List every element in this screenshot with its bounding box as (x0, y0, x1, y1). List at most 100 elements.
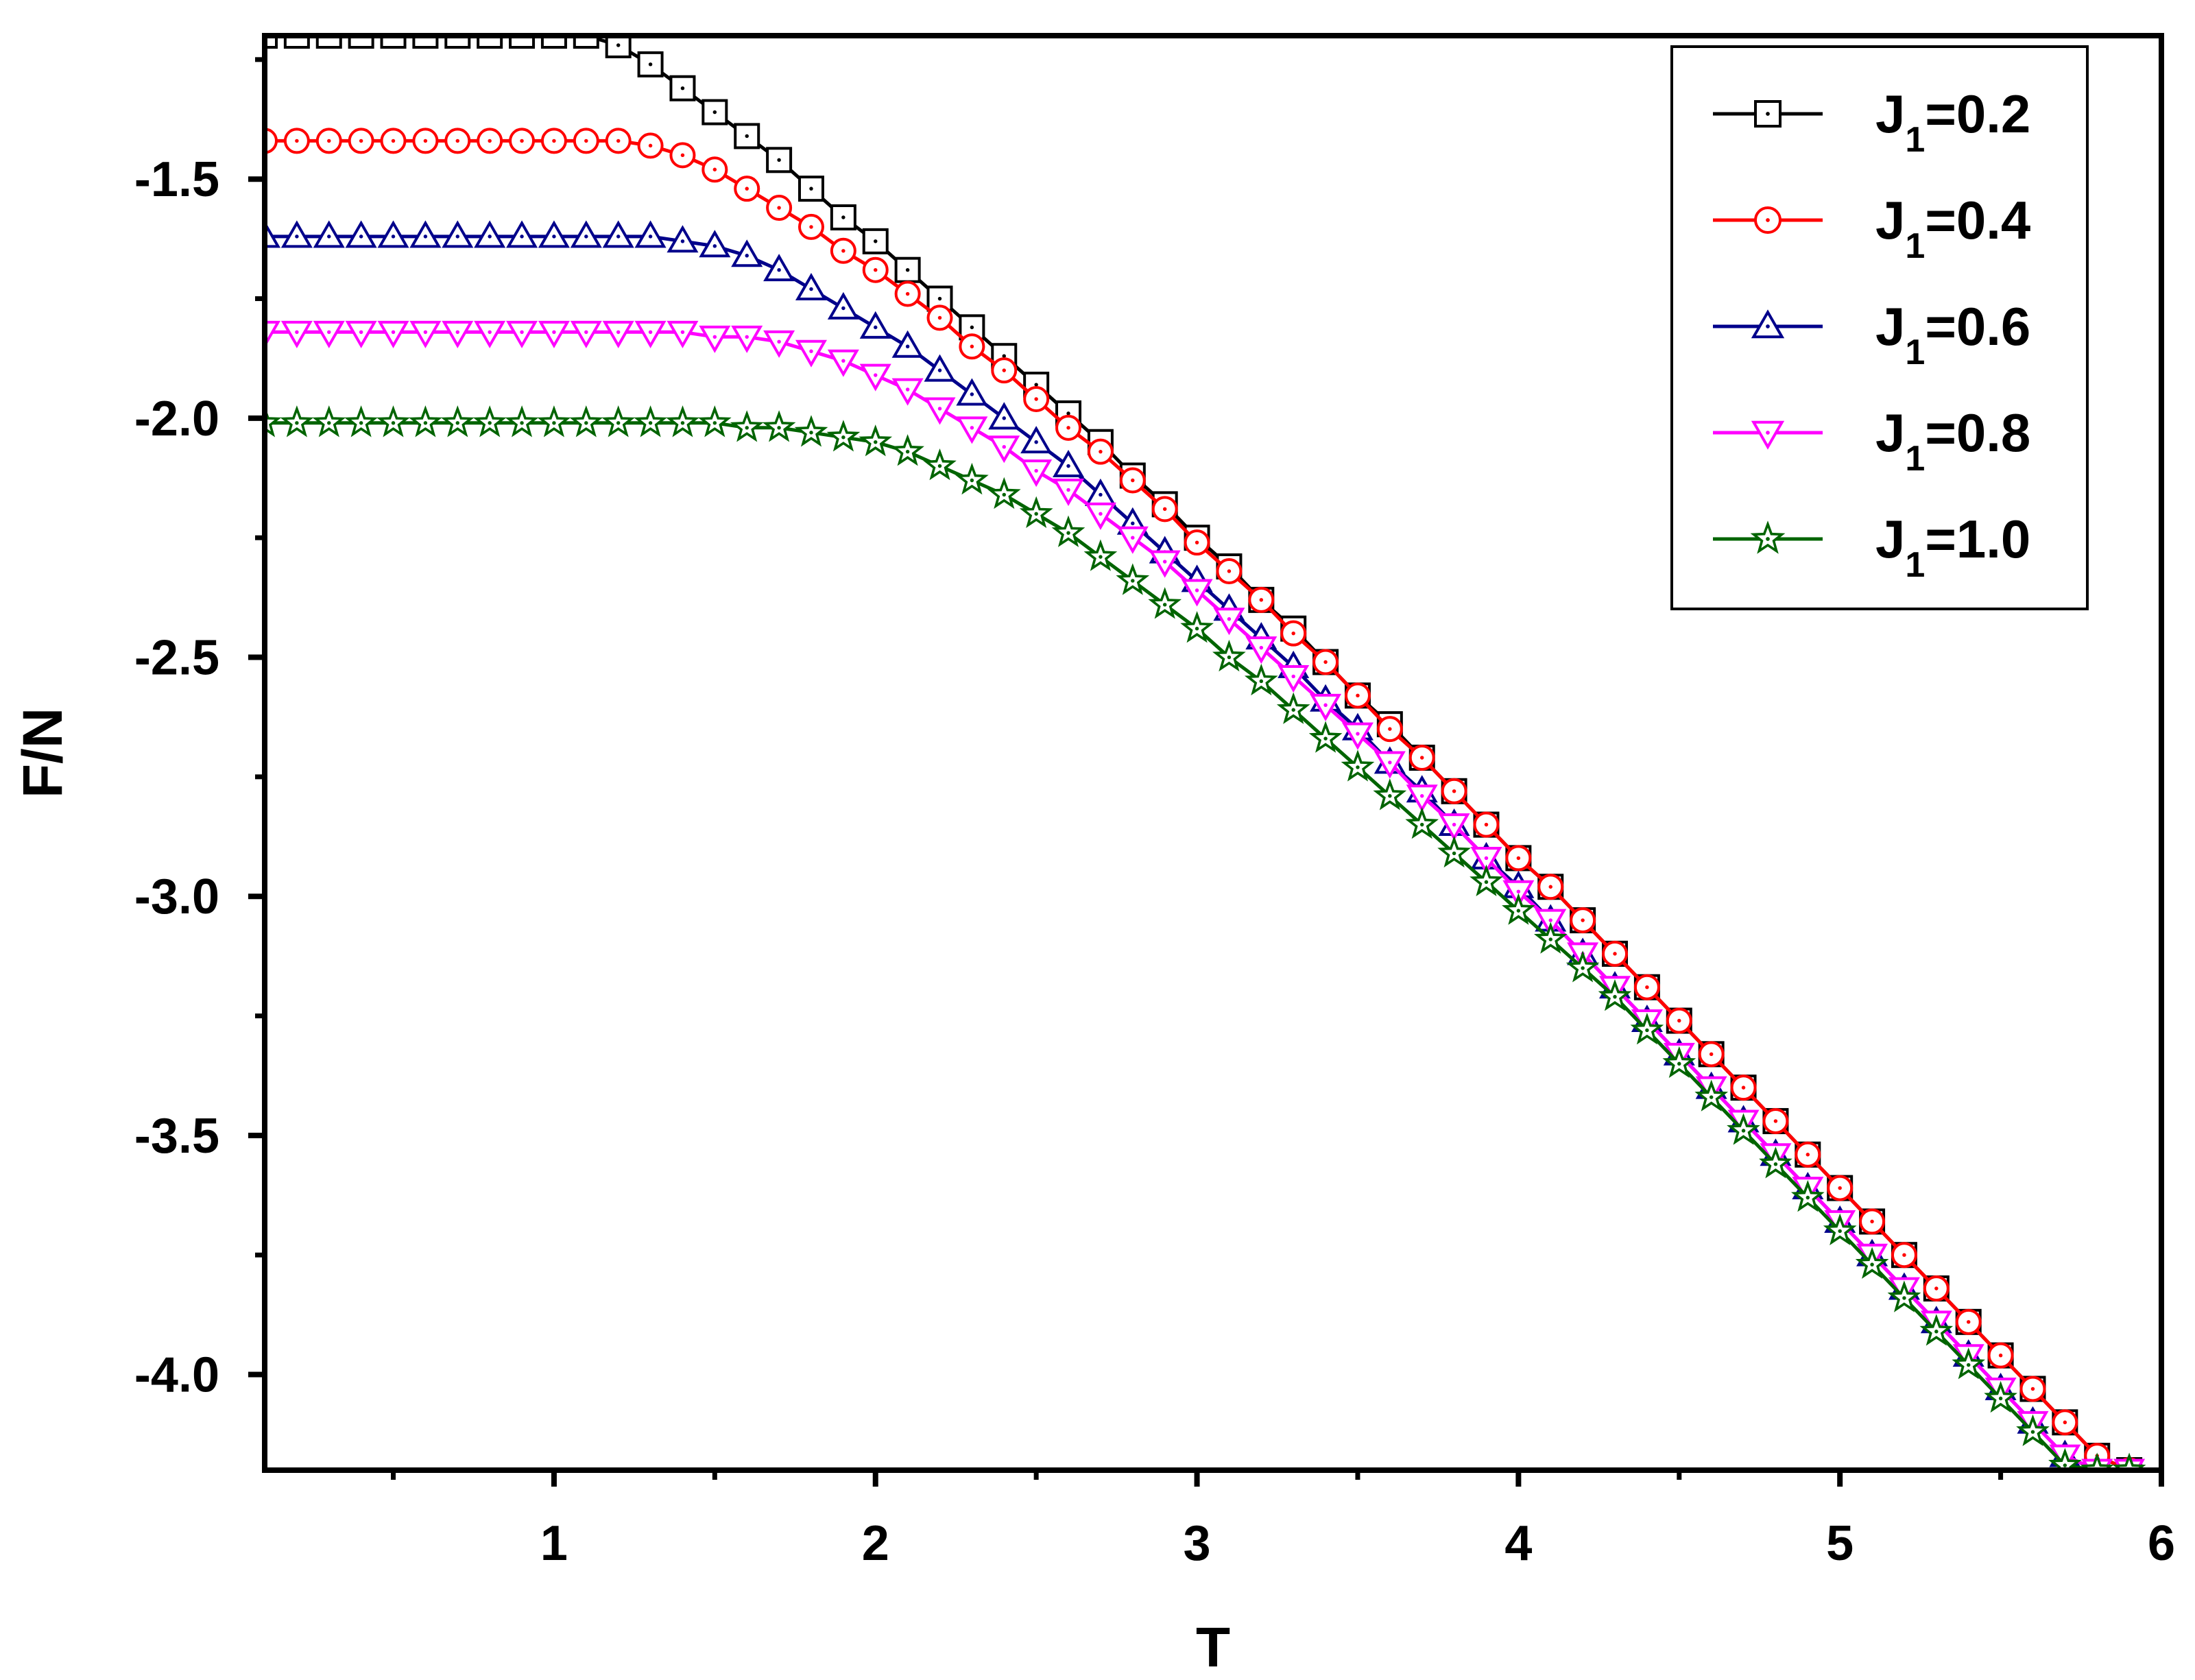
legend-entry: J1=0.6 (1713, 296, 2030, 372)
data-point (1984, 1380, 2017, 1413)
data-point (797, 176, 824, 202)
marker-dot (1356, 732, 1360, 736)
marker-dot (2063, 1420, 2067, 1424)
marker-dot (1677, 1018, 1681, 1023)
marker-dot (1066, 531, 1070, 535)
x-tick-label: 2 (862, 1516, 889, 1571)
marker-dot (1766, 324, 1770, 328)
data-point (315, 128, 342, 154)
marker-dot (1934, 1286, 1939, 1291)
marker-dot (1162, 560, 1167, 564)
marker-dot (841, 306, 845, 311)
data-point (1408, 744, 1435, 771)
data-point (991, 357, 1018, 384)
data-point (669, 142, 696, 169)
marker-dot (1002, 492, 1006, 497)
data-point (280, 320, 313, 348)
marker-dot (905, 387, 910, 392)
data-point (988, 435, 1020, 464)
marker-dot (970, 325, 974, 330)
series (265, 128, 2143, 1470)
marker-dot (2063, 1463, 2067, 1467)
data-point (1502, 893, 1535, 925)
marker-dot (359, 235, 363, 239)
data-point (506, 320, 538, 348)
data-point (1441, 778, 1467, 804)
marker-dot (970, 344, 974, 348)
marker-dot (874, 239, 878, 243)
data-point (440, 405, 475, 437)
marker-dot (680, 421, 685, 425)
data-point (1149, 550, 1181, 578)
data-point (1730, 1075, 1757, 1101)
marker-dot (2030, 1430, 2035, 1434)
marker-dot (327, 421, 331, 425)
marker-dot (359, 139, 363, 143)
data-point (1473, 811, 1500, 838)
marker-dot (777, 426, 781, 430)
data-point (280, 220, 313, 248)
marker-dot (1356, 765, 1360, 769)
x-tick-label: 5 (1826, 1516, 1854, 1571)
marker-dot (1741, 1129, 1746, 1133)
marker-dot (648, 62, 653, 67)
data-point (1630, 1012, 1664, 1045)
data-point (1727, 1113, 1760, 1145)
data-point (731, 325, 763, 353)
marker-dot (1099, 555, 1103, 559)
marker-dot (1548, 885, 1552, 889)
data-point (280, 405, 314, 437)
marker-shape (348, 36, 374, 49)
marker-dot (777, 206, 781, 210)
marker-dot (1131, 579, 1135, 583)
data-point (667, 320, 699, 348)
data-point (987, 477, 1021, 509)
data-point (1598, 979, 1632, 1011)
marker-dot (1002, 354, 1006, 358)
marker-dot (1773, 1162, 1778, 1166)
marker-dot (1766, 218, 1770, 222)
data-point (1083, 539, 1118, 571)
marker-dot (1516, 856, 1521, 861)
marker-dot (745, 254, 749, 258)
data-point (345, 220, 377, 248)
legend-marker (1751, 309, 1785, 339)
marker-dot (1581, 966, 1585, 970)
marker-dot (1259, 645, 1264, 650)
marker-dot (874, 373, 878, 377)
data-point (442, 220, 474, 248)
data-point (894, 280, 921, 307)
series (265, 405, 2146, 1470)
legend: J1=0.2 J1=0.4 J1=0.6 J1=0.8 J1=1.0 (1670, 45, 2089, 610)
marker-dot (680, 330, 685, 335)
legend-label: J1=0.8 (1875, 403, 2030, 479)
data-point (409, 405, 442, 437)
data-point (734, 123, 760, 149)
data-point (2016, 1414, 2050, 1446)
marker-dot (391, 421, 396, 425)
data-point (1437, 835, 1471, 868)
data-point (634, 220, 667, 248)
marker-dot (1002, 416, 1006, 420)
marker-dot (1806, 1195, 1810, 1200)
data-point (1180, 611, 1214, 643)
marker-shape (265, 405, 282, 437)
data-point (1023, 385, 1050, 412)
data-point (1053, 450, 1085, 478)
y-tick-label: -4.0 (134, 1348, 219, 1403)
marker-dot (391, 139, 396, 143)
data-point (1762, 1107, 1789, 1134)
marker-dot (1291, 674, 1295, 679)
series-layer (265, 36, 2146, 1470)
data-point (1759, 1147, 1792, 1179)
marker-shape (540, 36, 567, 49)
marker-dot (1516, 909, 1521, 913)
data-point (1116, 563, 1150, 595)
data-point (444, 128, 471, 154)
marker-dot (1709, 1095, 1714, 1099)
data-point (699, 325, 731, 353)
marker-dot (584, 421, 588, 425)
data-point (1374, 751, 1406, 779)
marker-dot (1195, 540, 1199, 544)
data-point (509, 128, 536, 154)
